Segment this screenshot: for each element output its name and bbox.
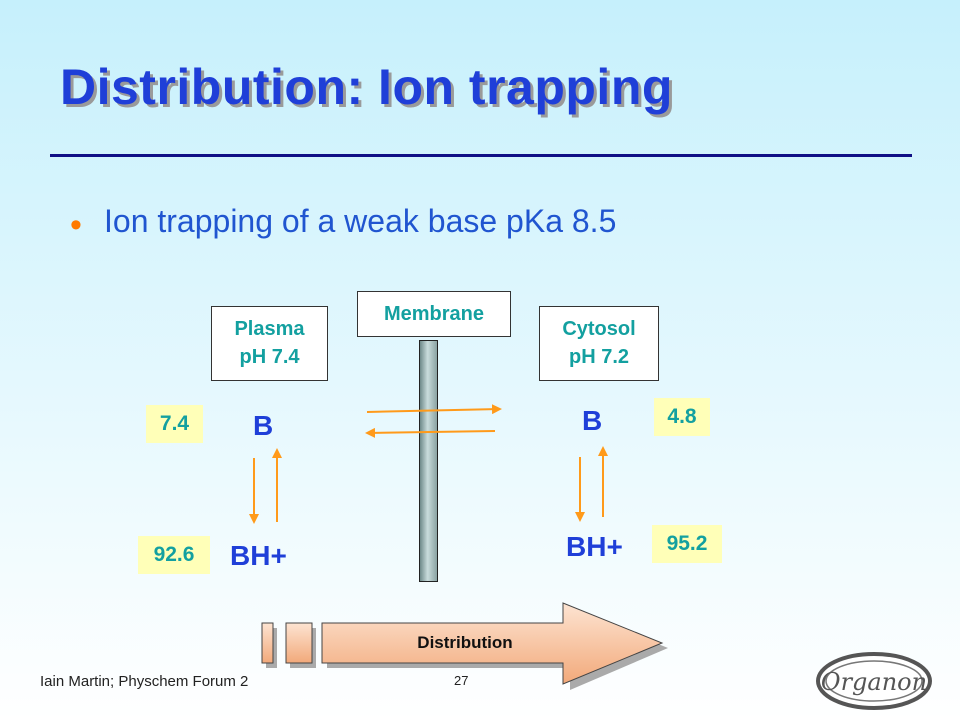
footer-author: Iain Martin; Physchem Forum 2	[40, 673, 249, 690]
plasma-ph: pH 7.4	[239, 346, 300, 368]
progress-indicator	[261, 602, 668, 690]
bullet-icon: •	[70, 206, 82, 244]
membrane-label-box: Membrane	[357, 291, 511, 337]
membrane-bar	[419, 340, 438, 582]
cytosol-bh-value: 95.2	[652, 525, 722, 563]
plasma-b-value: 7.4	[146, 405, 203, 443]
slide-title: Distribution: Ion trapping	[60, 59, 673, 115]
cytosol-box: Cytosol pH 7.2	[539, 306, 659, 381]
logo-text: Organon	[821, 668, 927, 696]
membrane-label: Membrane	[383, 303, 485, 325]
title-underline	[50, 154, 912, 157]
progress-label: Distribution	[417, 633, 513, 652]
organon-logo: Organon	[816, 652, 932, 710]
cytosol-ph: pH 7.2	[568, 346, 630, 368]
cytosol-b-value: 4.8	[654, 398, 710, 436]
cytosol-b-label: B	[582, 405, 603, 436]
cytosol-bh-label: BH+	[566, 531, 623, 562]
plasma-bh-value: 92.6	[138, 536, 210, 574]
bullet-text: Ion trapping of a weak base pKa 8.5	[104, 203, 617, 239]
arrow-plasma-to-cytosol	[366, 404, 502, 415]
plasma-bh-label: BH+	[230, 540, 287, 571]
plasma-label: Plasma	[234, 318, 305, 340]
plasma-box: Plasma pH 7.4	[211, 306, 328, 381]
plasma-b-label: B	[253, 410, 274, 441]
arrow-cytosol-to-plasma	[365, 427, 496, 438]
cytosol-label: Cytosol	[562, 318, 636, 340]
page-number: 27	[454, 673, 469, 688]
